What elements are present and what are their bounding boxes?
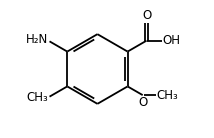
Text: OH: OH: [162, 34, 180, 47]
Text: CH₃: CH₃: [156, 89, 178, 102]
Text: O: O: [142, 9, 151, 22]
Text: O: O: [138, 96, 147, 109]
Text: CH₃: CH₃: [27, 91, 48, 104]
Text: H₂N: H₂N: [26, 34, 48, 47]
